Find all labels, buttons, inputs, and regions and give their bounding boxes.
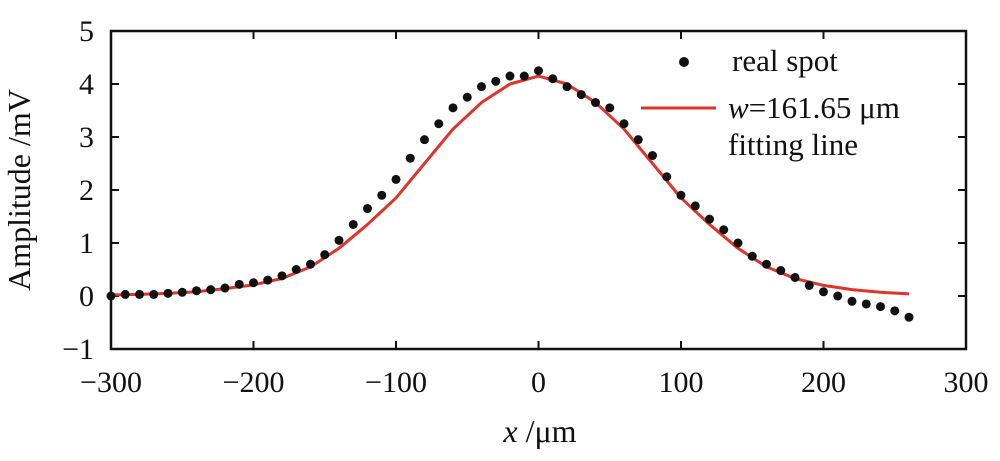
x-tick-label: −100 (365, 366, 427, 399)
real-spot-point (291, 265, 301, 274)
real-spot-point (277, 271, 287, 281)
real-spot-point (904, 312, 914, 322)
real-spot-point (420, 135, 429, 145)
real-spot-point (762, 259, 771, 269)
real-spot-point (106, 291, 116, 301)
real-spot-point (819, 287, 828, 297)
real-spot-point (120, 289, 130, 299)
real-spot-point (705, 214, 714, 224)
x-axis-ticks (110, 31, 967, 349)
legend-label-fit-width: w=161.65 μm (728, 90, 900, 125)
y-axis-title: Amplitude /mV (1, 89, 37, 291)
real-spot-point (334, 235, 344, 245)
real-spot-point (519, 71, 529, 81)
real-spot-point (363, 204, 372, 214)
real-spot-point (690, 201, 700, 211)
legend-label-fitting-line: fitting line (728, 127, 858, 162)
real-spot-point (220, 283, 230, 293)
real-spot-point (462, 92, 472, 102)
real-spot-point (847, 296, 857, 306)
legend-label-real-spot: real spot (732, 43, 838, 78)
fitting-line-path (110, 74, 910, 297)
real-spot-point (491, 76, 501, 86)
x-tick-label: −300 (80, 366, 142, 399)
real-spot-point (591, 98, 600, 108)
real-spot-point (576, 90, 586, 100)
real-spot-point (648, 151, 657, 161)
x-tick-label: 100 (659, 366, 704, 399)
real-spot-point (776, 266, 786, 276)
y-tick-label: −1 (62, 333, 94, 366)
real-spot-point (605, 103, 615, 113)
real-spot-series (106, 66, 914, 322)
real-spot-point (505, 71, 515, 81)
real-spot-point (306, 259, 315, 269)
real-spot-point (434, 119, 444, 129)
real-spot-point (192, 286, 201, 296)
real-spot-point (206, 285, 216, 295)
real-spot-point (790, 272, 800, 282)
real-spot-point (448, 103, 458, 113)
real-spot-point (135, 289, 144, 299)
legend: real spot w=161.65 μm fitting line (641, 43, 900, 162)
real-spot-point (562, 82, 572, 92)
real-spot-point (320, 250, 330, 260)
real-spot-point (861, 299, 871, 309)
y-tick-label: 1 (79, 227, 94, 260)
real-spot-point (149, 289, 159, 299)
real-spot-point (234, 279, 244, 289)
real-spot-point (391, 174, 401, 184)
real-spot-point (163, 288, 173, 298)
y-tick-labels: −1 0 1 2 3 4 5 (62, 15, 94, 366)
x-tick-label: 200 (801, 366, 846, 399)
real-spot-point (676, 190, 686, 200)
real-spot-point (377, 190, 387, 200)
fitting-line-series (110, 74, 910, 297)
legend-dot-marker (679, 57, 689, 67)
y-axis-ticks (111, 30, 966, 350)
y-tick-label: 5 (79, 15, 94, 48)
y-tick-label: 0 (79, 280, 94, 313)
real-spot-point (633, 135, 643, 145)
x-tick-label: −200 (223, 366, 285, 399)
real-spot-point (177, 287, 187, 297)
real-spot-point (477, 82, 486, 92)
y-tick-label: 4 (79, 68, 94, 101)
real-spot-point (619, 119, 629, 129)
y-tick-label: 3 (79, 121, 94, 154)
real-spot-point (833, 291, 843, 301)
real-spot-point (548, 74, 558, 84)
real-spot-point (348, 219, 358, 229)
real-spot-point (662, 172, 672, 182)
x-tick-label: 300 (944, 366, 989, 399)
real-spot-point (876, 302, 885, 312)
real-spot-point (534, 66, 543, 76)
plot-frame (109, 29, 968, 351)
y-tick-label: 2 (79, 174, 94, 207)
real-spot-point (263, 275, 273, 285)
real-spot-point (804, 280, 814, 290)
real-spot-point (890, 306, 900, 316)
x-tick-label: 0 (531, 366, 546, 399)
x-axis-title: x /μm (502, 413, 576, 449)
real-spot-point (719, 225, 729, 235)
plot-area (106, 29, 968, 351)
x-tick-labels: −300 −200 −100 0 100 200 300 (80, 366, 988, 399)
real-spot-point (249, 278, 258, 288)
real-spot-point (747, 251, 757, 261)
real-spot-point (733, 238, 743, 248)
real-spot-point (405, 153, 415, 163)
